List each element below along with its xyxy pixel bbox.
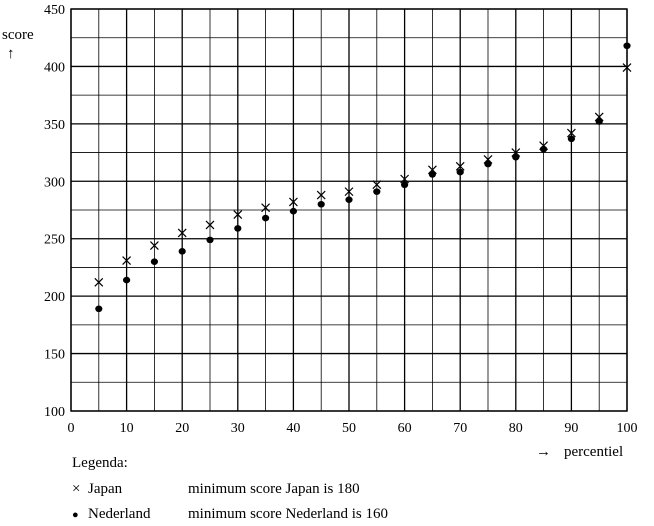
series-nederland (95, 42, 631, 313)
legend-item-name: Nederland (88, 506, 151, 522)
data-point-nederland (401, 181, 409, 189)
x-tick-label: 60 (398, 421, 412, 436)
data-point-nederland (623, 42, 631, 50)
data-point-nederland (540, 145, 548, 153)
x-tick-label: 40 (286, 421, 300, 436)
x-tick-label: 50 (342, 421, 356, 436)
x-tick-label: 80 (509, 421, 523, 436)
x-tick-label: 30 (231, 421, 245, 436)
y-axis-arrow: ↑ (7, 46, 15, 62)
data-point-nederland (373, 188, 381, 195)
y-tick-label: 350 (44, 118, 65, 133)
data-point-nederland (262, 214, 270, 222)
legend-item-nederland: ● Nederland minimum score Nederland is 160 (72, 506, 388, 523)
data-point-nederland (123, 276, 131, 284)
dot-marker-icon: ● (72, 509, 79, 521)
data-point-nederland (206, 236, 214, 244)
data-point-japan (288, 197, 298, 207)
data-point-japan (455, 161, 465, 171)
data-point-nederland (95, 305, 103, 313)
data-point-nederland (428, 171, 436, 178)
data-point-japan (344, 187, 354, 197)
data-point-japan (566, 128, 576, 138)
data-point-japan (205, 220, 215, 230)
grid (70, 8, 628, 412)
plot-frame (70, 8, 628, 412)
x-tick-label: 20 (175, 421, 189, 436)
legend-item-name: Japan (88, 481, 123, 497)
data-point-japan (94, 277, 104, 287)
data-point-nederland (484, 160, 492, 168)
x-tick-label: 90 (564, 421, 578, 436)
y-tick-label: 200 (44, 290, 65, 305)
x-marker-icon: × (72, 481, 81, 497)
data-point-nederland (234, 225, 242, 232)
data-point-japan (622, 63, 632, 73)
data-point-japan (122, 256, 132, 265)
x-tick-label: 100 (617, 421, 638, 436)
data-point-japan (400, 174, 410, 184)
legend-item-note: minimum score Nederland is 160 (188, 506, 388, 522)
data-point-japan (261, 203, 271, 213)
y-tick-label: 400 (44, 60, 65, 75)
y-tick-label: 300 (44, 175, 65, 190)
data-point-nederland (289, 207, 297, 215)
data-point-nederland (178, 248, 186, 255)
series-japan (94, 63, 632, 287)
data-point-nederland (567, 135, 576, 143)
x-tick-label: 70 (453, 421, 467, 436)
y-tick-label: 450 (44, 3, 65, 18)
data-point-nederland (595, 118, 603, 125)
data-point-japan (316, 190, 326, 200)
data-marks (94, 42, 632, 313)
tick-labels: 0 10 20 30 40 50 60 70 80 90 100 100 150 200 250 300 350… (44, 3, 638, 436)
data-point-nederland (345, 196, 353, 203)
x-tick-label: 0 (68, 421, 75, 436)
data-point-japan (372, 180, 382, 190)
data-point-nederland (456, 168, 464, 176)
data-point-nederland (150, 258, 158, 265)
x-axis-arrow: → (536, 444, 551, 460)
y-tick-label: 250 (44, 233, 65, 248)
data-point-japan (233, 210, 243, 220)
data-point-nederland (512, 153, 520, 161)
data-point-japan (149, 241, 159, 251)
legend-title: Legenda: (72, 455, 128, 471)
y-tick-label: 150 (44, 348, 65, 363)
legend-item-japan: × Japan minimum score Japan is 180 (72, 481, 360, 498)
data-point-japan (177, 228, 187, 238)
data-point-nederland (317, 200, 325, 208)
y-tick-label: 100 (44, 405, 65, 420)
legend-item-note: minimum score Japan is 180 (188, 481, 360, 497)
y-axis-label: score (2, 27, 34, 43)
x-tick-label: 10 (120, 421, 134, 436)
x-axis-label: percentiel (564, 444, 623, 460)
